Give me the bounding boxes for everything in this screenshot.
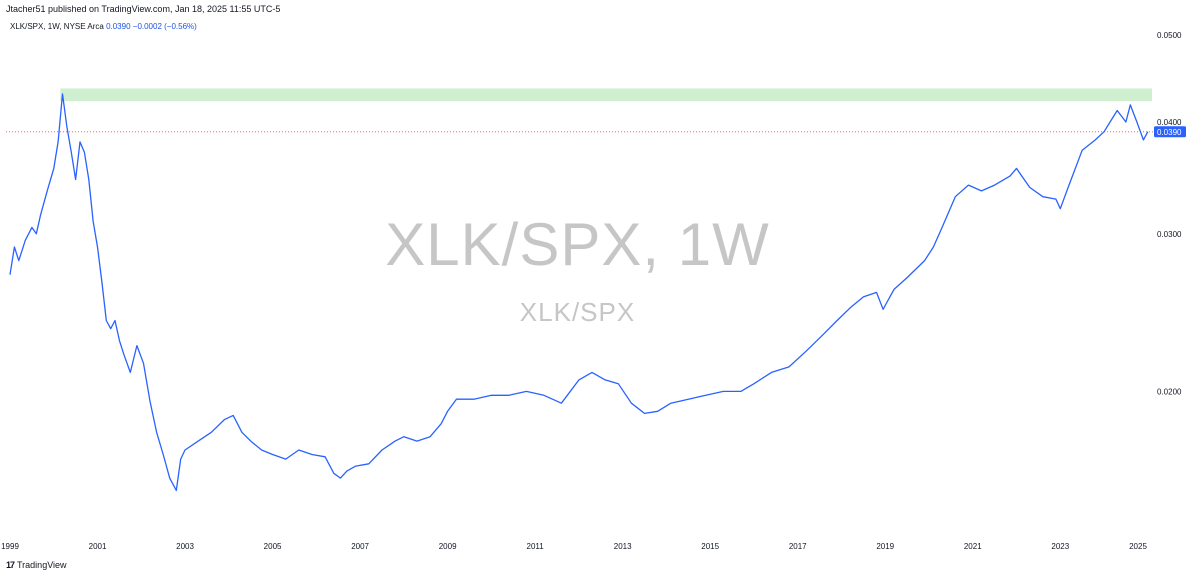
series-line-0 (9, 93, 1149, 492)
x-tick-label: 2013 (614, 542, 632, 551)
legend-last-value: 0.0390 (106, 22, 131, 31)
x-tick-label: 2011 (527, 542, 545, 551)
x-tick-label: 2009 (439, 542, 457, 551)
tradingview-brand: TradingView (17, 560, 67, 570)
current-price-label-bg (1154, 126, 1186, 138)
tradingview-logo-icon: 17 (6, 560, 15, 570)
x-tick-label: 2021 (964, 542, 982, 551)
y-tick-label: 0.0200 (1157, 387, 1182, 396)
tradingview-footer: 17 TradingView (6, 560, 67, 570)
x-tick-label: 2003 (176, 542, 194, 551)
x-tick-label: 1999 (1, 542, 19, 551)
resistance-zone (60, 88, 1152, 102)
y-tick-label: 0.0500 (1157, 31, 1182, 40)
x-tick-label: 2025 (1129, 542, 1147, 551)
x-tick-label: 2015 (701, 542, 719, 551)
x-tick-label: 2019 (876, 542, 894, 551)
x-tick-label: 2023 (1051, 542, 1069, 551)
x-tick-label: 2007 (351, 542, 369, 551)
x-tick-label: 2005 (264, 542, 282, 551)
current-price-label-text: 0.0390 (1157, 128, 1182, 137)
x-tick-label: 2017 (789, 542, 807, 551)
legend-symbol-info: XLK/SPX, 1W, NYSE Arca (10, 22, 104, 31)
publisher-line: Jtacher51 published on TradingView.com, … (6, 4, 281, 14)
current-price-label: 0.0390 (1154, 126, 1186, 138)
x-tick-label: 2001 (89, 542, 107, 551)
y-tick-label: 0.0300 (1157, 230, 1182, 239)
y-tick-label: 0.0400 (1157, 118, 1182, 127)
symbol-legend[interactable]: XLK/SPX, 1W, NYSE Arca 0.0390 −0.0002 (−… (10, 22, 197, 31)
legend-change: −0.0002 (−0.56%) (132, 22, 197, 31)
